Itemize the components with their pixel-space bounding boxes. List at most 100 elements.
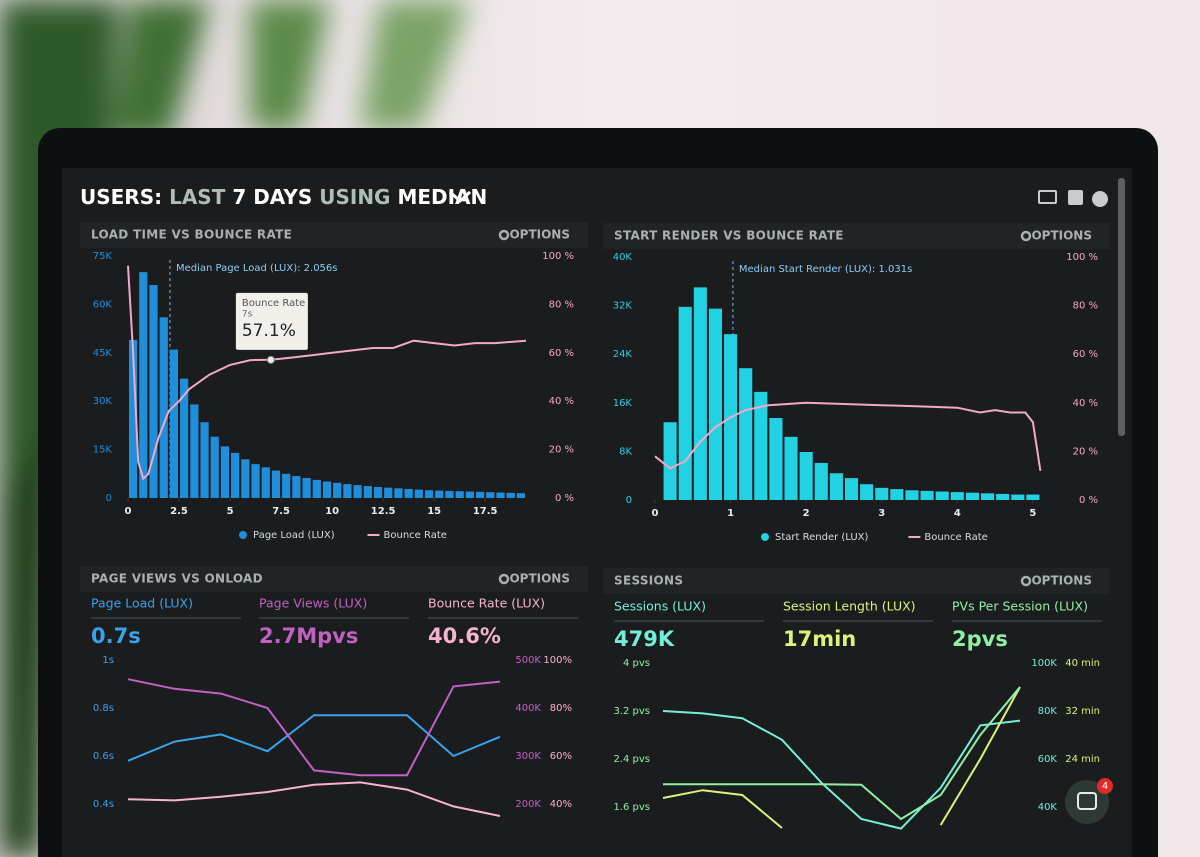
y2-tick-label: 40 % — [549, 396, 574, 407]
y2-tick-label: 60 % — [549, 348, 574, 359]
kpi-name: Sessions (LUX) — [614, 599, 706, 614]
histogram-bar — [210, 436, 219, 498]
dropdown-chevron[interactable] — [448, 190, 472, 204]
panel-title: START RENDER VS BOUNCE RATE — [614, 229, 844, 243]
x-tick-label: 5 — [1029, 508, 1036, 519]
histogram-bar — [678, 306, 692, 500]
options-gear[interactable] — [1020, 575, 1032, 587]
x-tick-label: 4 — [954, 508, 961, 519]
dashboard-title: USERS: LAST 7 DAYS USING MEDIAN — [80, 185, 487, 209]
histogram-bar — [129, 339, 138, 498]
median-label: Median Page Load (LUX): 2.056s — [176, 263, 338, 274]
x-tick-label: 5 — [227, 506, 234, 517]
histogram-bar — [996, 493, 1010, 500]
tooltip-box — [235, 292, 308, 350]
histogram-bar — [455, 491, 464, 498]
y2-tick-label: 60K — [1038, 754, 1058, 765]
panel-title: LOAD TIME VS BOUNCE RATE — [91, 228, 292, 242]
histogram-bar — [486, 492, 495, 498]
histogram-bar — [435, 490, 444, 498]
legend-label: Start Render (LUX) — [775, 532, 869, 543]
kpi-value: 2.7Mpvs — [259, 624, 358, 648]
kpi-value: 2pvs — [952, 627, 1008, 651]
title-part: LAST — [169, 185, 226, 209]
histogram-bar — [282, 473, 291, 498]
y3-tick-label: 60% — [550, 751, 572, 762]
y-tick-label: 0.4s — [93, 799, 114, 810]
kpi-value: 0.7s — [91, 624, 141, 648]
histogram-bar — [414, 489, 423, 498]
y-tick-label: 30K — [93, 396, 113, 407]
help-icon[interactable] — [1092, 191, 1108, 207]
y2-tick-label: 100 % — [1066, 252, 1098, 263]
title-part: 7 DAYS — [232, 185, 312, 209]
histogram-bar — [693, 287, 707, 500]
histogram-bar — [180, 378, 189, 498]
charts: LOAD TIME VS BOUNCE RATE OPTIONS015K30K45… — [80, 222, 1110, 830]
histogram-bar — [190, 404, 199, 498]
chat-button[interactable] — [1065, 780, 1109, 824]
title-part: MEDIAN — [397, 185, 487, 209]
y2-tick-label: 0 % — [1079, 495, 1098, 506]
y3-tick-label: 80% — [550, 703, 572, 714]
histogram-bar — [875, 487, 889, 500]
y-tick-label: 15K — [93, 445, 113, 456]
options-gear[interactable] — [498, 573, 510, 585]
options-button[interactable]: OPTIONS — [509, 228, 570, 242]
histogram-bar — [890, 489, 904, 500]
x-tick-label: 0 — [125, 506, 132, 517]
y3-tick-label: 32 min — [1065, 706, 1100, 717]
histogram-bar — [829, 473, 843, 500]
y-tick-label: 24K — [613, 349, 633, 360]
legend-label: Page Load (LUX) — [253, 530, 335, 541]
y-tick-label: 45K — [93, 348, 113, 359]
y2-tick-label: 300K — [515, 751, 541, 762]
kpi-name: Page Load (LUX) — [91, 596, 193, 611]
histogram-bar — [261, 467, 270, 498]
legend-label: Bounce Rate — [924, 532, 987, 543]
y2-tick-label: 20 % — [549, 445, 574, 456]
panel-title: SESSIONS — [614, 574, 683, 588]
histogram-bar — [149, 285, 158, 498]
x-tick-label: 2.5 — [170, 506, 188, 517]
chat-icon — [1077, 792, 1097, 810]
monitor-icon[interactable] — [1038, 190, 1057, 204]
histogram-bar — [200, 422, 209, 498]
kpi-name: PVs Per Session (LUX) — [952, 599, 1088, 614]
histogram-bar — [373, 487, 383, 498]
kpi-value: 40.6% — [428, 624, 501, 648]
y2-tick-label: 200K — [515, 799, 541, 810]
y2-tick-label: 80 % — [549, 299, 574, 310]
options-button[interactable]: OPTIONS — [509, 572, 570, 586]
y-tick-label: 1s — [102, 655, 114, 666]
tooltip-point — [266, 355, 275, 364]
options-gear[interactable] — [1020, 230, 1032, 242]
y3-tick-label: 100% — [543, 655, 572, 666]
histogram-bar — [844, 478, 859, 500]
options-button[interactable]: OPTIONS — [1031, 574, 1092, 588]
y-tick-label: 0.6s — [93, 751, 114, 762]
x-tick-label: 1 — [727, 508, 734, 519]
kpi-name: Bounce Rate (LUX) — [428, 596, 545, 611]
options-gear[interactable] — [498, 229, 510, 241]
histogram-bar — [363, 486, 372, 498]
histogram-bar — [445, 490, 454, 498]
y-tick-label: 40K — [613, 252, 633, 263]
y3-tick-label: 40 min — [1065, 658, 1100, 669]
chat-widget: 4 — [1065, 778, 1113, 824]
legend-swatch — [761, 533, 769, 541]
options-button[interactable]: OPTIONS — [1031, 229, 1092, 243]
scrollbar[interactable] — [1118, 178, 1125, 436]
histogram-bar — [384, 487, 393, 498]
series-line — [662, 710, 1021, 830]
x-tick-label: 12.5 — [371, 506, 396, 517]
histogram-bar — [394, 488, 403, 498]
panel-title: PAGE VIEWS VS ONLOAD — [91, 572, 263, 586]
series-line — [127, 781, 501, 817]
histogram-bar — [139, 272, 148, 498]
y-tick-label: 16K — [613, 398, 633, 409]
y-tick-label: 2.4 pvs — [613, 754, 650, 765]
x-tick-label: 17.5 — [473, 506, 498, 517]
histogram-bar — [353, 485, 362, 498]
share-icon[interactable] — [1068, 190, 1083, 205]
